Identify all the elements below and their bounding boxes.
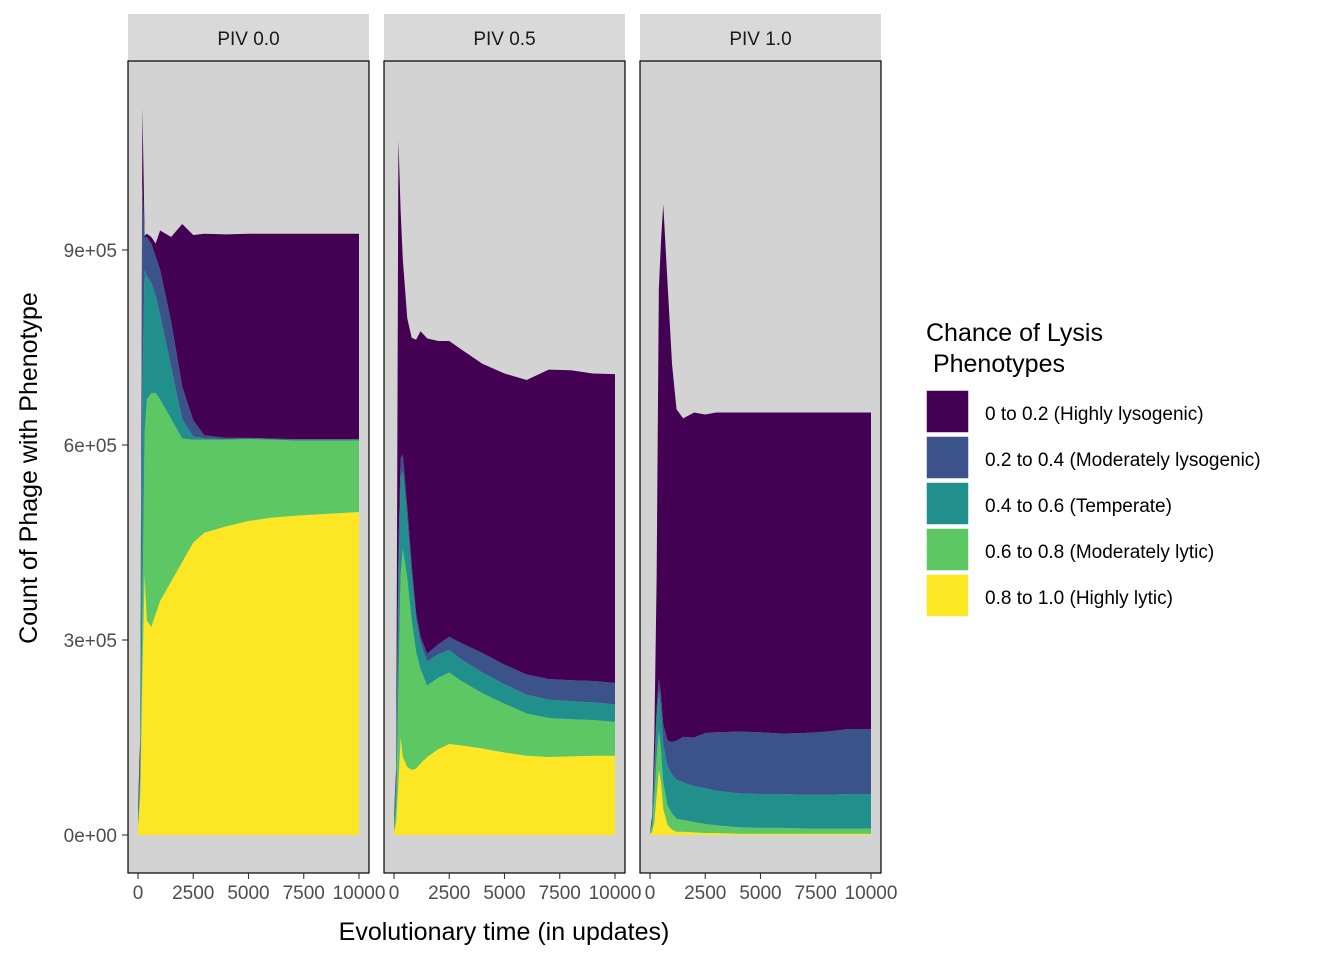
legend-item: 0 to 0.2 (Highly lysogenic) [925,389,1204,434]
axes: 0 2500 5000 7500 10000 0 2500 5000 7500 10000 0 250… [64,241,898,904]
x-tick-label: 0 [133,883,144,904]
area-3-series-5 [650,204,871,833]
x-tick-label: 0 [645,883,656,904]
area-1-series-5 [138,107,359,816]
facet-strip-label: PIV 0.5 [473,29,535,50]
facet-panels: PIV 0.0 PIV 0.5 PIV 1.0 [127,14,882,874]
facet-strip [384,14,625,61]
facet-strip [640,14,881,61]
legend-label: 0.2 to 0.4 (Moderately lysogenic) [985,450,1261,471]
y-tick-label: 6e+05 [64,436,117,457]
facet-strip-label: PIV 1.0 [729,29,791,50]
legend-items: 0 to 0.2 (Highly lysogenic) 0.2 to 0.4 (M… [925,389,1261,618]
legend-key [925,527,970,572]
y-tick-label: 0e+00 [64,826,117,847]
area-3-series-3 [650,692,871,834]
legend-item: 0.4 to 0.6 (Temperate) [925,481,1172,526]
area-2-series-2 [394,549,615,832]
legend-item: 0.6 to 0.8 (Moderately lytic) [925,527,1214,572]
area-2-series-1 [394,737,615,835]
x-tick-label: 0 [389,883,400,904]
x-tick-label: 2500 [684,883,726,904]
area-1-series-2 [138,393,359,829]
legend-key [925,389,970,434]
x-tick-label: 5000 [227,883,269,904]
y-tick-label: 9e+05 [64,241,117,262]
panel-2: PIV 0.5 [383,14,626,874]
legend-label: 0 to 0.2 (Highly lysogenic) [985,404,1204,425]
legend-label: 0.4 to 0.6 (Temperate) [985,496,1172,517]
area-2-series-5 [394,139,615,819]
legend-item: 0.8 to 1.0 (Highly lytic) [925,573,1173,618]
panel-1: PIV 0.0 [127,14,370,874]
area-3-series-4 [650,679,871,834]
area-1-series-1 [138,511,359,835]
y-tick-label: 3e+05 [64,631,117,652]
legend-key [925,573,970,618]
panel-3: PIV 1.0 [639,14,882,874]
legend-title-line1: Chance of Lysis [926,319,1103,347]
x-tick-label: 10000 [589,883,642,904]
legend-key [925,435,970,480]
x-tick-label: 10000 [333,883,386,904]
legend-item: 0.2 to 0.4 (Moderately lysogenic) [925,435,1261,480]
x-tick-label: 5000 [483,883,525,904]
legend-label: 0.6 to 0.8 (Moderately lytic) [985,542,1214,563]
x-axis-title: Evolutionary time (in updates) [339,918,670,946]
legend-title-line2: Phenotypes [926,350,1065,378]
area-1-series-3 [138,269,359,826]
x-tick-label: 5000 [739,883,781,904]
legend-label: 0.8 to 1.0 (Highly lytic) [985,588,1173,609]
x-tick-label: 2500 [172,883,214,904]
area-3-series-2 [650,731,871,835]
legend-key [925,481,970,526]
x-tick-label: 7500 [539,883,581,904]
x-tick-label: 7500 [283,883,325,904]
y-axis-title: Count of Phage with Phenotype [15,292,43,644]
legend: Chance of Lysis Phenotypes 0 to 0.2 (Hig… [925,319,1261,618]
facet-strip [128,14,369,61]
x-tick-label: 10000 [845,883,898,904]
x-tick-label: 2500 [428,883,470,904]
x-tick-label: 7500 [795,883,837,904]
facet-strip-label: PIV 0.0 [217,29,279,50]
